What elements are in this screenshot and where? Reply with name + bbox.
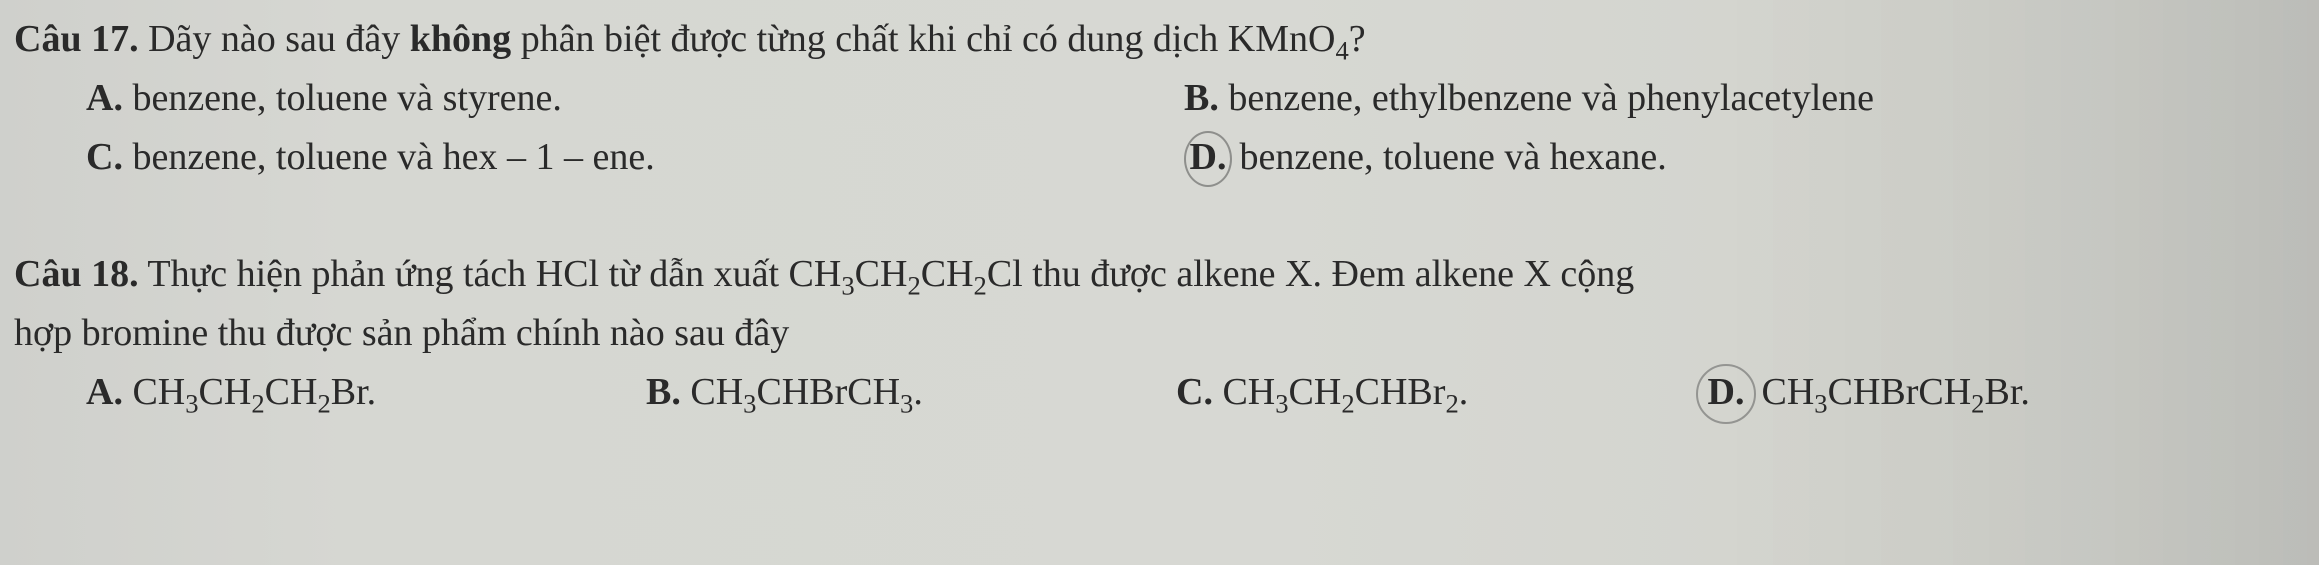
t: CH [1762,371,1815,413]
q17-option-d: D. benzene, toluene và hexane. [1184,128,2279,187]
option-letter: C. [1176,371,1213,413]
s: 2 [1341,388,1354,418]
s: 3 [1814,388,1827,418]
s: 3 [841,270,854,300]
t: CH [1222,371,1275,413]
t: CH [921,253,974,295]
q17-stem-before: Dãy nào sau đây [148,18,410,60]
s: 2 [907,270,920,300]
q17-label: Câu 17. [14,18,139,60]
t: . [1459,371,1469,413]
option-letter: A. [86,77,123,119]
s: 2 [1445,388,1458,418]
t: Br. [1984,371,2029,413]
q17-stem-sub: 4 [1335,36,1348,66]
s: 2 [974,270,987,300]
q18-stem-line1: Câu 18. Thực hiện phản ứng tách HCl từ d… [14,245,2279,304]
t: CH [855,253,908,295]
option-letter: C. [86,136,123,178]
q18-option-c: C. CH3CH2CHBr2. [1176,363,1696,424]
q17-keyword: không [410,18,511,60]
selection-circle-icon: D. [1696,364,1756,424]
s: 2 [317,388,330,418]
option-text: benzene, ethylbenzene và phenylacetylene [1228,77,1874,119]
t: Br. [331,371,376,413]
q17-option-a: A. benzene, toluene và styrene. [14,69,1184,128]
q18-option-b: B. CH3CHBrCH3. [646,363,1176,424]
q18-label: Câu 18. [14,253,139,295]
t: Thực hiện phản ứng tách HCl từ dẫn xuất … [147,253,841,295]
option-letter: A. [86,371,123,413]
s: 2 [251,388,264,418]
t: CHBrCH [1828,371,1972,413]
t: Cl thu được alkene X. Đem alkene X cộng [987,253,1634,295]
s: 2 [1971,388,1984,418]
t: CH [690,371,743,413]
t: CH [132,371,185,413]
q18-option-a: A. CH3CH2CH2Br. [86,363,646,424]
s: 3 [743,388,756,418]
s: 3 [1275,388,1288,418]
s: 3 [900,388,913,418]
option-letter: D. [1190,136,1227,178]
s: 3 [185,388,198,418]
option-letter: D. [1708,371,1745,413]
t: CH [1289,371,1342,413]
t: CHBrCH [756,371,900,413]
option-letter: B. [1184,77,1219,119]
q17-option-b: B. benzene, ethylbenzene và phenylacetyl… [1184,69,2279,128]
q17-stem-end: ? [1349,18,1366,60]
selection-circle-icon: D. [1184,131,1232,187]
t: CHBr [1355,371,1446,413]
option-text: benzene, toluene và hex – 1 – ene. [132,136,654,178]
q17-stem: Câu 17. Dãy nào sau đây không phân biệt … [14,10,2279,69]
t: hợp bromine thu được sản phẩm chính nào … [14,312,789,354]
q18-option-d: D. CH3CHBrCH2Br. [1696,363,2279,424]
t: . [913,371,923,413]
t: CH [199,371,252,413]
option-letter: B. [646,371,681,413]
q17-stem-after: phân biệt được từng chất khi chỉ có dung… [511,18,1335,60]
option-text: benzene, toluene và hexane. [1240,136,1667,178]
q18-stem-line2: hợp bromine thu được sản phẩm chính nào … [14,304,2279,363]
option-text: benzene, toluene và styrene. [132,77,561,119]
t: CH [265,371,318,413]
q17-option-c: C. benzene, toluene và hex – 1 – ene. [14,128,1184,187]
